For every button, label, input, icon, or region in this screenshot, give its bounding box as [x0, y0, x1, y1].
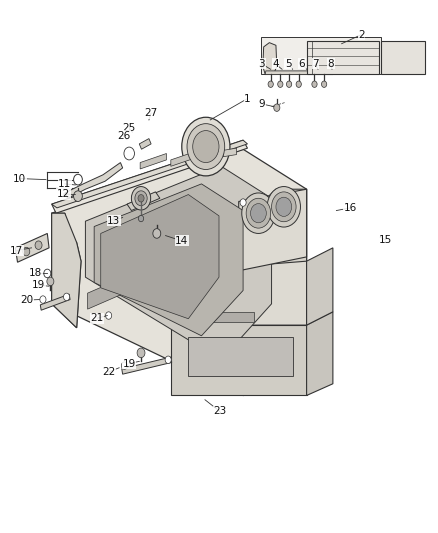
Polygon shape	[101, 195, 219, 319]
Polygon shape	[88, 266, 149, 309]
Text: 20: 20	[21, 295, 34, 305]
Text: 18: 18	[29, 269, 42, 278]
Polygon shape	[52, 140, 247, 213]
Text: 27: 27	[145, 108, 158, 118]
Text: 21: 21	[91, 313, 104, 323]
Polygon shape	[201, 312, 254, 322]
Polygon shape	[139, 139, 151, 149]
Polygon shape	[65, 163, 123, 198]
Polygon shape	[122, 357, 172, 374]
Circle shape	[23, 247, 30, 256]
Circle shape	[138, 215, 144, 222]
Circle shape	[47, 277, 54, 286]
Polygon shape	[52, 213, 81, 328]
Circle shape	[286, 81, 292, 87]
Text: 8: 8	[327, 59, 334, 69]
Text: 13: 13	[107, 216, 120, 225]
Polygon shape	[171, 261, 307, 325]
Circle shape	[296, 81, 301, 87]
Polygon shape	[219, 189, 307, 395]
Text: 3: 3	[258, 59, 265, 69]
Polygon shape	[263, 43, 277, 74]
Circle shape	[124, 147, 134, 160]
Circle shape	[246, 198, 271, 228]
Circle shape	[138, 195, 144, 202]
Polygon shape	[307, 248, 333, 325]
Circle shape	[193, 131, 219, 163]
Circle shape	[242, 193, 275, 233]
Text: 11: 11	[58, 179, 71, 189]
Circle shape	[131, 187, 151, 210]
Circle shape	[165, 356, 171, 364]
Circle shape	[187, 124, 225, 169]
Circle shape	[40, 296, 46, 303]
Circle shape	[135, 191, 147, 206]
Text: 26: 26	[117, 131, 130, 141]
Polygon shape	[52, 140, 247, 208]
Text: 16: 16	[344, 203, 357, 213]
Text: 7: 7	[312, 59, 319, 69]
Circle shape	[272, 192, 296, 222]
Polygon shape	[223, 148, 237, 157]
Text: 17: 17	[10, 246, 23, 255]
Circle shape	[121, 362, 127, 369]
Polygon shape	[171, 325, 307, 395]
Text: 25: 25	[123, 123, 136, 133]
Polygon shape	[85, 166, 272, 360]
Polygon shape	[188, 337, 293, 376]
Polygon shape	[265, 71, 334, 75]
Polygon shape	[127, 192, 160, 211]
Circle shape	[276, 197, 292, 216]
Polygon shape	[307, 41, 379, 74]
Circle shape	[106, 312, 112, 319]
Circle shape	[182, 117, 230, 176]
Circle shape	[153, 229, 161, 238]
Text: 15: 15	[379, 235, 392, 245]
Text: 12: 12	[57, 189, 70, 199]
Circle shape	[74, 191, 82, 201]
Polygon shape	[171, 152, 193, 166]
Polygon shape	[52, 213, 81, 328]
Circle shape	[44, 269, 51, 278]
Text: 10: 10	[13, 174, 26, 183]
Polygon shape	[40, 294, 70, 310]
Circle shape	[240, 199, 246, 206]
Circle shape	[35, 241, 42, 249]
Text: 9: 9	[258, 99, 265, 109]
Polygon shape	[140, 154, 166, 169]
Text: 23: 23	[213, 407, 226, 416]
Circle shape	[137, 348, 145, 358]
Text: 19: 19	[123, 359, 136, 368]
Text: 19: 19	[32, 280, 45, 290]
Text: 1: 1	[244, 94, 251, 103]
Polygon shape	[15, 233, 49, 262]
Polygon shape	[94, 184, 243, 336]
Circle shape	[278, 81, 283, 87]
Circle shape	[321, 81, 327, 87]
Circle shape	[251, 204, 266, 223]
Text: 2: 2	[358, 30, 365, 39]
Text: 4: 4	[272, 59, 279, 69]
Circle shape	[64, 293, 70, 301]
Polygon shape	[52, 149, 307, 395]
Text: 22: 22	[102, 367, 115, 377]
Text: 6: 6	[298, 59, 305, 69]
Polygon shape	[381, 41, 425, 74]
Text: 14: 14	[175, 236, 188, 246]
Circle shape	[74, 174, 82, 185]
Polygon shape	[239, 189, 307, 271]
Circle shape	[274, 104, 280, 111]
Circle shape	[268, 81, 273, 87]
Circle shape	[267, 187, 300, 227]
Circle shape	[312, 81, 317, 87]
Text: 5: 5	[285, 59, 292, 69]
Polygon shape	[307, 312, 333, 395]
Polygon shape	[261, 37, 381, 74]
